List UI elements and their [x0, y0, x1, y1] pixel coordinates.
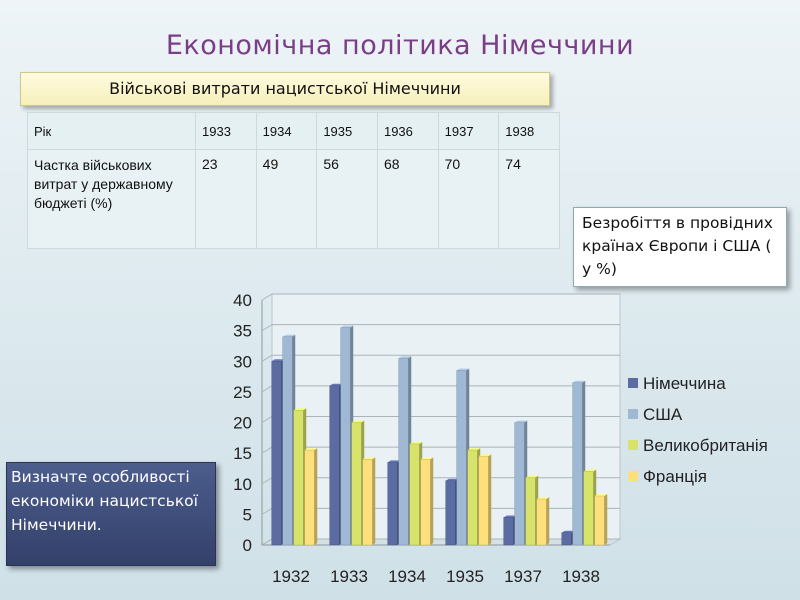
bar-top — [561, 530, 575, 533]
bar-side — [546, 497, 550, 545]
table-cell: 74 — [498, 149, 560, 249]
bar — [594, 495, 605, 546]
legend-label: Великобританія — [643, 436, 768, 455]
y-tick-label: 15 — [233, 444, 252, 463]
legend-label: Франція — [643, 467, 707, 486]
y-tick-label: 30 — [233, 352, 252, 371]
military-spending-table: Рік 1933 1934 1935 1936 1937 1938 Частка… — [27, 112, 560, 249]
y-tick-label: 40 — [233, 291, 252, 310]
unemployment-callout: Безробіття в провідних країнах Європи і … — [573, 207, 787, 287]
bar-top — [478, 454, 492, 457]
bar-top — [467, 448, 481, 451]
bar — [340, 327, 351, 546]
bar — [293, 410, 304, 546]
table-cell: 70 — [437, 149, 500, 249]
bar — [536, 498, 547, 546]
bar — [271, 361, 282, 546]
bar-side — [430, 457, 434, 545]
bar-top — [362, 457, 376, 460]
bar-side — [372, 457, 376, 545]
y-tick-label: 0 — [243, 536, 252, 555]
bar-top — [536, 497, 550, 500]
bar-top — [351, 420, 365, 423]
bar — [409, 443, 420, 546]
bar-top — [387, 460, 401, 463]
bar — [398, 357, 409, 546]
legend-label: США — [643, 405, 683, 424]
bar-top — [456, 368, 470, 371]
bar — [467, 449, 478, 546]
bar — [503, 517, 514, 546]
page-title: Економічна політика Німеччини — [165, 30, 635, 61]
y-tick-label: 5 — [243, 505, 252, 524]
subtitle-box: Військові витрати нацистської Німеччини — [20, 72, 550, 106]
bar-top — [445, 478, 459, 481]
table-cell: 68 — [376, 149, 439, 249]
bar — [561, 532, 572, 546]
bar — [478, 455, 489, 546]
x-tick-label: 1935 — [446, 567, 484, 586]
bar-top — [503, 515, 517, 518]
bar-top — [304, 448, 318, 451]
question-callout: Визначте особливості економіки нацистськ… — [6, 462, 216, 566]
legend-label: Німеччина — [643, 374, 726, 393]
table-header-cell: 1936 — [376, 112, 439, 150]
gridline — [261, 324, 620, 332]
table-cell: 56 — [316, 149, 378, 249]
bar — [282, 336, 293, 546]
bar-side — [604, 494, 608, 545]
table-header-cell: 1937 — [437, 112, 500, 150]
y-tick-label: 35 — [233, 322, 252, 341]
bar — [572, 382, 583, 546]
bar-top — [271, 359, 285, 362]
table-cell: 49 — [255, 149, 318, 249]
y-tick-label: 20 — [233, 414, 252, 433]
table-header-cell: 1938 — [498, 112, 560, 150]
bar-top — [409, 441, 423, 444]
table-header-cell: 1935 — [316, 112, 378, 150]
bar-top — [420, 457, 434, 460]
bar-top — [340, 325, 354, 328]
gridline — [261, 293, 620, 301]
x-tick-label: 1934 — [388, 567, 426, 586]
bar-top — [282, 334, 296, 337]
bar — [329, 385, 340, 546]
bar-side — [314, 448, 318, 545]
x-tick-label: 1938 — [562, 567, 600, 586]
x-tick-label: 1932 — [272, 567, 310, 586]
table-row-label: Частка військових витрат у державному бю… — [27, 149, 196, 249]
bar — [445, 480, 456, 546]
table-header-row: Рік 1933 1934 1935 1936 1937 1938 — [27, 112, 560, 150]
legend-swatch — [628, 440, 638, 450]
bar — [304, 449, 315, 546]
x-tick-label: 1937 — [504, 567, 542, 586]
bar-top — [525, 475, 539, 478]
x-tick-label: 1933 — [330, 567, 368, 586]
legend-swatch — [628, 409, 638, 419]
bar — [420, 459, 431, 546]
y-tick-label: 25 — [233, 383, 252, 402]
bar — [514, 422, 525, 546]
bar-top — [594, 494, 608, 496]
bar-top — [329, 383, 343, 386]
bar-top — [398, 356, 412, 359]
bar-top — [514, 420, 528, 423]
legend-swatch — [628, 471, 638, 481]
bar — [583, 471, 594, 546]
bar-top — [572, 380, 586, 383]
bar — [362, 459, 373, 546]
table-cell: 23 — [195, 149, 257, 249]
bar — [525, 477, 536, 546]
legend-swatch — [628, 378, 638, 388]
bar-top — [583, 469, 597, 472]
table-row: Частка військових витрат у державному бю… — [27, 149, 560, 249]
bar — [456, 370, 467, 546]
bar-side — [488, 454, 492, 545]
bar-top — [293, 408, 307, 411]
y-tick-label: 10 — [233, 475, 252, 494]
bar — [351, 422, 362, 546]
bar — [387, 462, 398, 546]
gridline — [261, 354, 620, 362]
